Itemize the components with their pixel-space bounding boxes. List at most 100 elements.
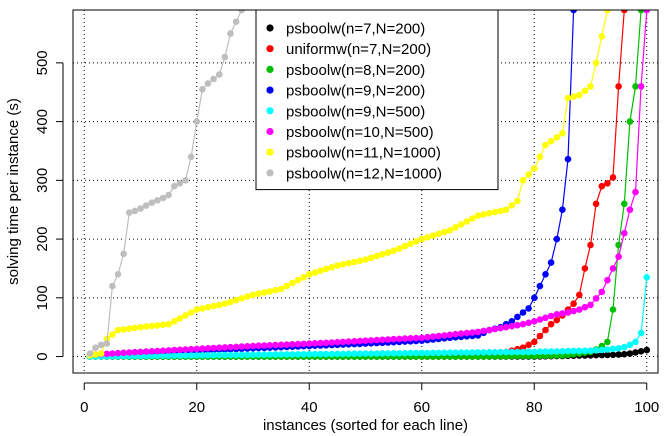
data-point xyxy=(368,255,375,262)
data-point xyxy=(199,305,206,312)
legend-marker xyxy=(266,24,273,31)
legend-label: psboolw(n=9,N=200) xyxy=(286,83,425,100)
data-point xyxy=(98,342,105,349)
data-point xyxy=(351,259,358,266)
data-point xyxy=(267,288,274,295)
legend-label: uniformw(n=7,N=200) xyxy=(286,41,431,58)
data-point xyxy=(92,344,99,351)
data-point xyxy=(452,224,459,231)
data-point xyxy=(177,347,184,354)
data-point xyxy=(379,251,386,258)
data-point xyxy=(120,326,127,333)
legend-label: psboolw(n=8,N=200) xyxy=(286,62,425,79)
data-point xyxy=(396,336,403,343)
data-point xyxy=(627,118,634,125)
data-point xyxy=(638,348,645,355)
data-point xyxy=(576,292,583,299)
data-point xyxy=(261,289,268,296)
legend-marker xyxy=(266,87,273,94)
data-point xyxy=(244,293,251,300)
data-point xyxy=(615,253,622,260)
data-point xyxy=(154,348,161,355)
data-point xyxy=(615,83,622,90)
data-point xyxy=(340,339,347,346)
data-point xyxy=(509,323,516,330)
data-point xyxy=(244,343,251,350)
data-point xyxy=(458,349,465,356)
data-point xyxy=(632,349,639,356)
data-point xyxy=(210,76,217,83)
y-axis: 0100200300400500 xyxy=(34,50,63,360)
data-point xyxy=(424,234,431,241)
data-point xyxy=(115,327,122,334)
data-point xyxy=(599,33,606,40)
data-point xyxy=(492,326,499,333)
data-point xyxy=(312,269,319,276)
data-point xyxy=(227,344,234,351)
data-point xyxy=(188,346,195,353)
data-point xyxy=(542,315,549,322)
data-point xyxy=(205,345,212,352)
data-point xyxy=(238,343,245,350)
data-point xyxy=(334,339,341,346)
data-point xyxy=(205,80,212,87)
y-tick-label: 100 xyxy=(34,285,51,310)
data-point xyxy=(92,351,99,358)
data-point xyxy=(542,327,549,334)
data-point xyxy=(357,258,364,265)
data-point xyxy=(194,346,201,353)
data-point xyxy=(531,165,538,172)
data-point xyxy=(525,305,532,312)
data-point xyxy=(599,183,606,190)
data-point xyxy=(120,350,127,357)
data-point xyxy=(115,350,122,357)
series-5 xyxy=(87,274,651,360)
data-point xyxy=(171,318,178,325)
data-point xyxy=(615,351,622,358)
data-point xyxy=(171,347,178,354)
data-point xyxy=(413,335,420,342)
data-point xyxy=(233,344,240,351)
data-point xyxy=(194,306,201,313)
y-tick-label: 500 xyxy=(34,50,51,75)
data-point xyxy=(165,321,172,328)
data-point xyxy=(576,92,583,99)
data-point xyxy=(368,337,375,344)
data-point xyxy=(548,313,555,320)
data-point xyxy=(109,350,116,357)
data-point xyxy=(171,183,178,190)
data-point xyxy=(160,195,167,202)
data-point xyxy=(385,249,392,256)
data-point xyxy=(587,242,594,249)
data-point xyxy=(188,352,195,359)
data-point xyxy=(582,88,589,95)
x-axis-label: instances (sorted for each line) xyxy=(263,417,468,434)
data-point xyxy=(447,332,454,339)
data-point xyxy=(182,312,189,319)
data-point xyxy=(435,350,442,357)
data-point xyxy=(599,289,606,296)
data-point xyxy=(182,177,189,184)
data-point xyxy=(233,18,240,25)
data-point xyxy=(345,260,352,267)
legend-marker xyxy=(266,45,273,52)
data-point xyxy=(323,351,330,358)
data-point xyxy=(593,60,600,67)
data-point xyxy=(413,350,420,357)
data-point xyxy=(604,277,611,284)
data-point xyxy=(300,341,307,348)
data-point xyxy=(458,221,465,228)
x-tick-label: 80 xyxy=(526,399,543,416)
data-point xyxy=(542,142,549,149)
legend-label: psboolw(n=11,N=1000) xyxy=(286,145,441,162)
data-point xyxy=(216,302,223,309)
data-point xyxy=(441,229,448,236)
data-point xyxy=(210,303,217,310)
data-point xyxy=(554,236,561,243)
x-tick-label: 20 xyxy=(188,399,205,416)
data-point xyxy=(272,287,279,294)
data-point xyxy=(300,274,307,281)
data-point xyxy=(137,324,144,331)
data-point xyxy=(587,302,594,309)
